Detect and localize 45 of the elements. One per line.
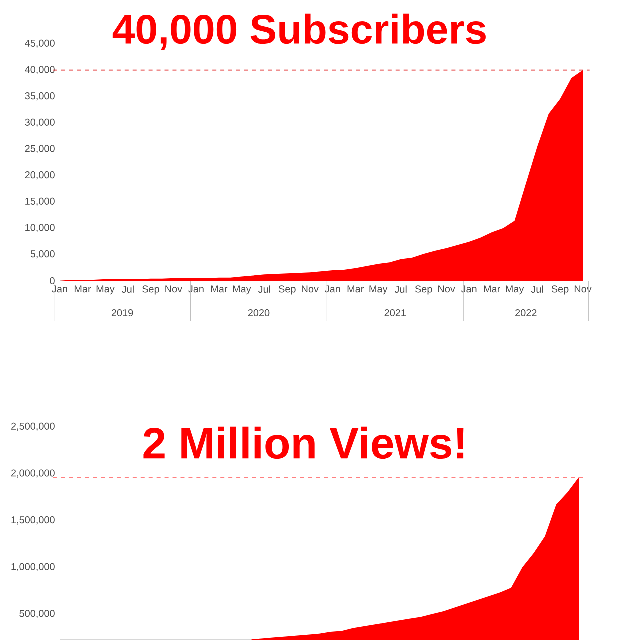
x-tick-label: Sep — [278, 286, 296, 295]
x-tick-label: Mar — [348, 286, 364, 293]
x-tick-label: Nov — [438, 286, 456, 293]
x-tick-label: Sep — [552, 286, 569, 295]
y-tick-label: 30,000 — [25, 118, 55, 128]
x-tick-label: Jul — [394, 286, 407, 294]
x-tick-label: Sep — [415, 286, 432, 295]
x-tick-label: May — [96, 286, 115, 295]
chart-title: 2 Million Views! — [144, 426, 464, 460]
y-tick-label: 10,000 — [26, 224, 55, 232]
y-tick-label: 20,000 — [25, 172, 55, 180]
y-tick-label: 40,000 — [25, 66, 55, 74]
x-tick-label: Jan — [52, 286, 68, 293]
y-tick-label: 25,000 — [25, 145, 55, 154]
x-tick-label: May — [506, 286, 524, 295]
y-tick-label: 35,000 — [25, 92, 55, 101]
y-tick-label: 15,000 — [26, 198, 55, 206]
x-tick-label: Nov — [166, 286, 183, 293]
x-tick-label: Sep — [142, 286, 160, 295]
y-tick-label: 45,000 — [25, 40, 55, 48]
x-tick-label: Jul — [122, 286, 134, 294]
x-tick-label: Jul — [531, 286, 544, 294]
y-tick-label: 2,500,000 — [11, 422, 55, 432]
text: 2021 — [384, 309, 406, 317]
x-tick-label: Mar — [74, 286, 92, 293]
text: 2022 — [516, 309, 537, 317]
x-tick-label: Jan — [461, 286, 477, 293]
x-tick-label: Jul — [258, 286, 270, 294]
y-tick-label: 500,000 — [20, 610, 55, 618]
x-tick-label: May — [233, 286, 252, 295]
x-tick-label: Jan — [188, 286, 204, 293]
y-tick-label: 0 — [50, 277, 55, 285]
x-tick-label: Nov — [574, 286, 592, 293]
y-tick-label: 2,000,000 — [11, 470, 55, 478]
y-tick-label: 5,000 — [30, 250, 55, 259]
x-tick-label: Nov — [302, 286, 319, 293]
x-tick-label: May — [370, 286, 388, 295]
chart-title: 40,000 Subscribers — [112, 14, 486, 50]
text: 2020 — [248, 309, 270, 317]
x-tick-label: Mar — [211, 286, 228, 293]
x-tick-label: Jan — [324, 286, 340, 293]
x-tick-label: Mar — [484, 286, 500, 293]
y-tick-label: 1,500,000 — [12, 516, 55, 525]
y-tick-label: 1,000,000 — [12, 563, 55, 572]
text: 2019 — [112, 309, 134, 317]
